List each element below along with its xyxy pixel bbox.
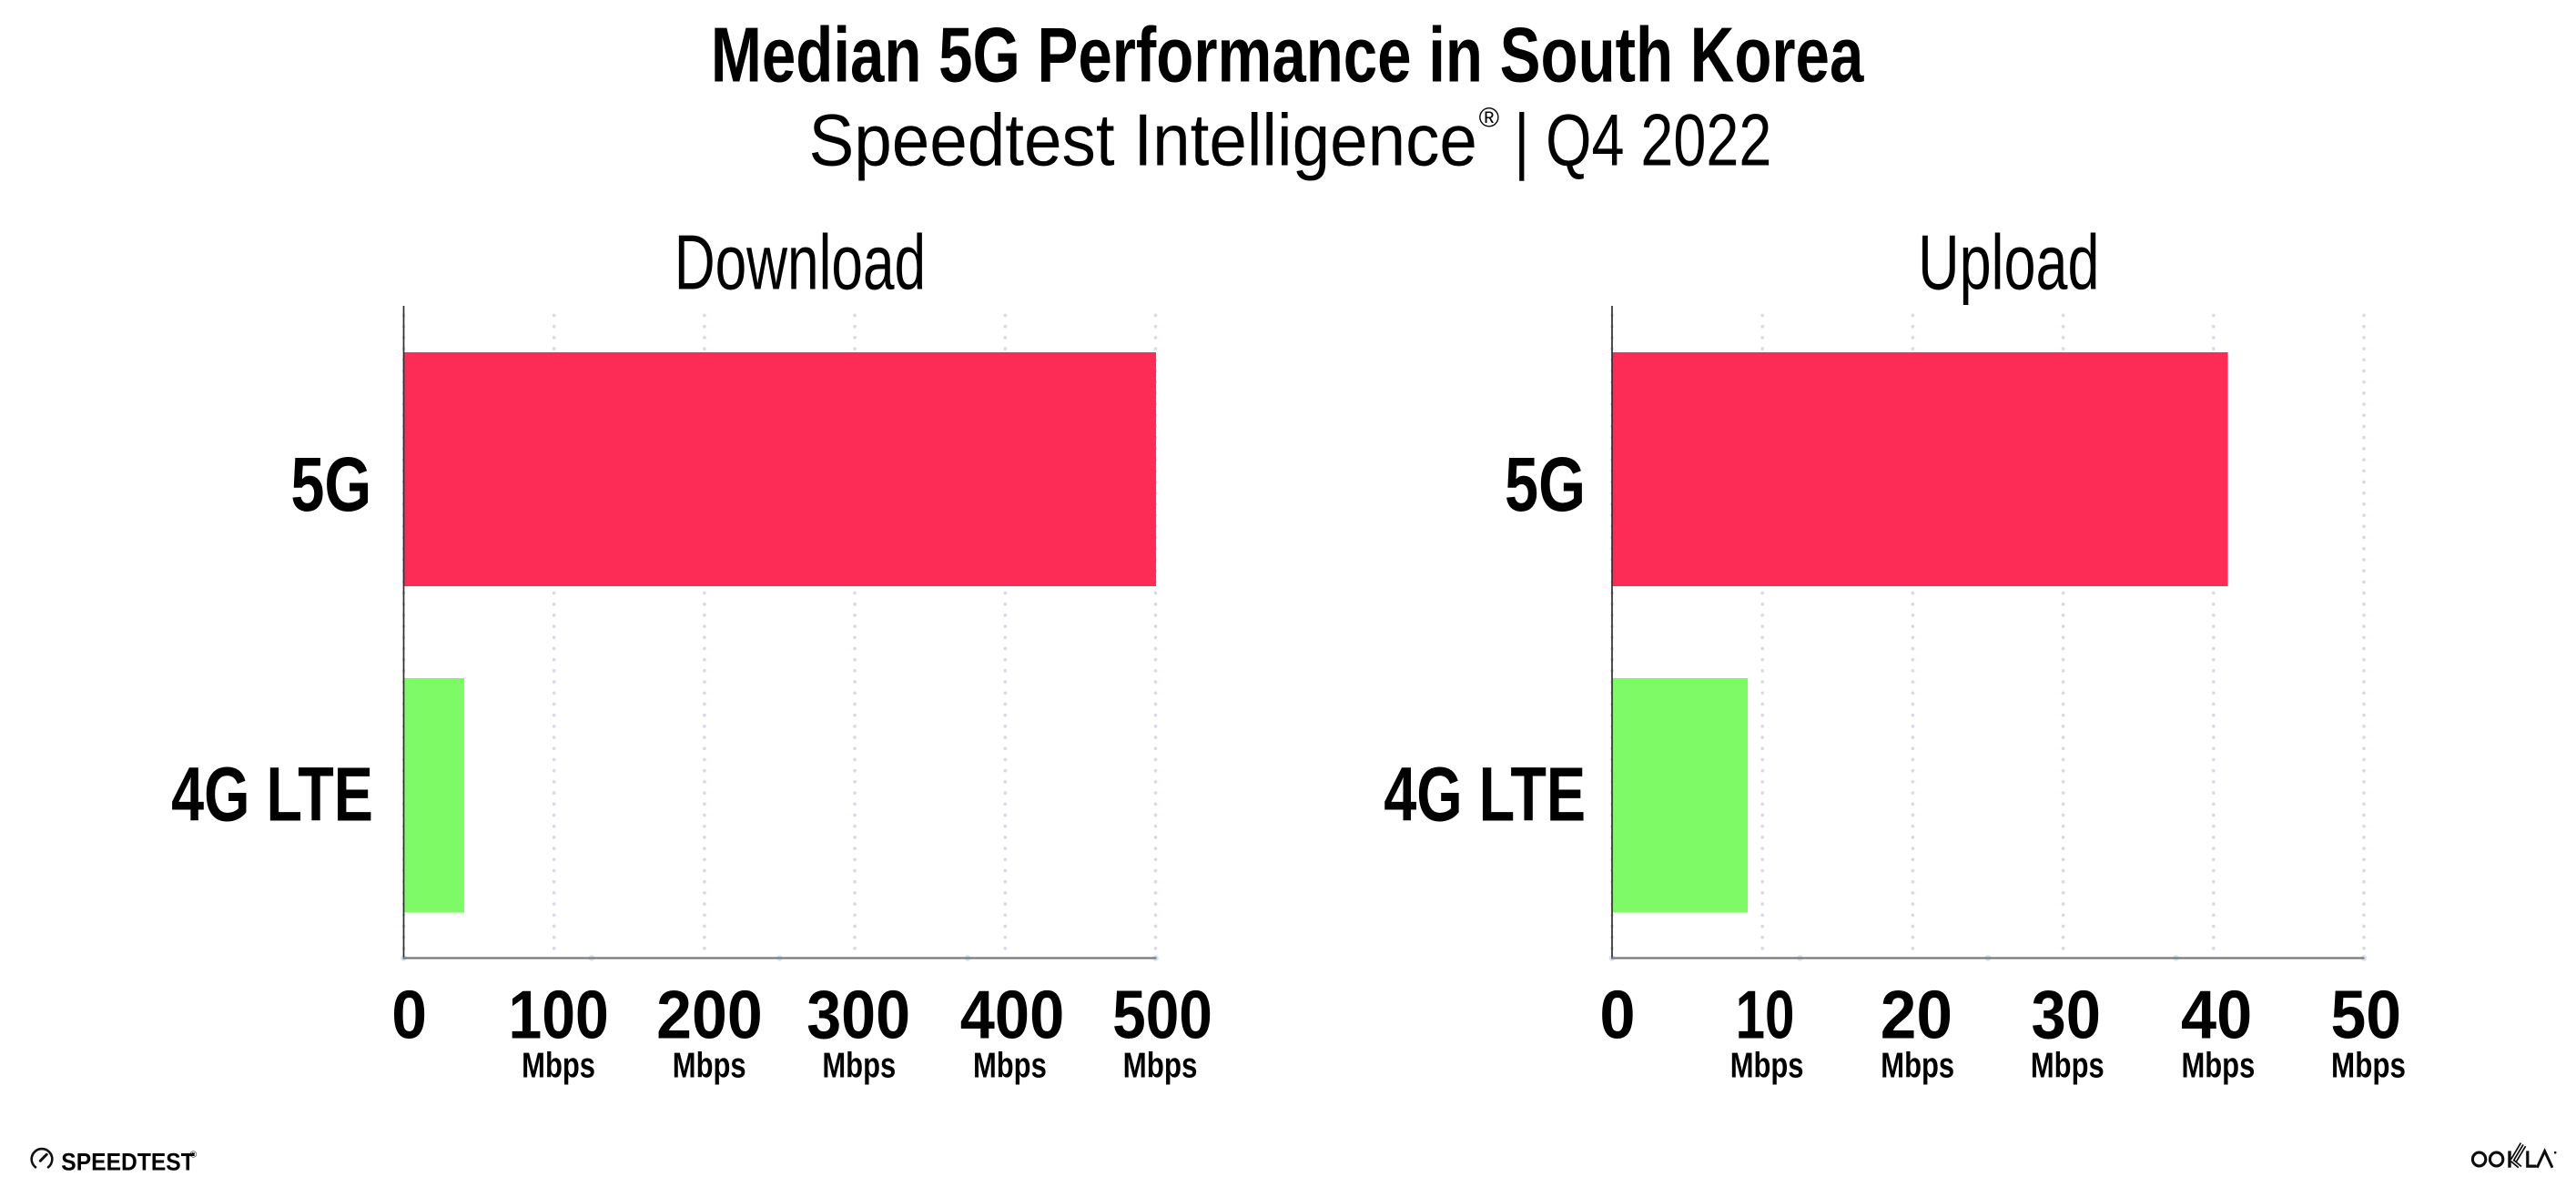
svg-text:®: ®: [1479, 102, 1499, 133]
svg-text:5G: 5G: [1505, 442, 1586, 528]
svg-text:200: 200: [656, 977, 763, 1053]
svg-text:Mbps: Mbps: [2031, 1046, 2104, 1085]
svg-text:Speedtest Intelligence: Speedtest Intelligence: [808, 98, 1476, 182]
svg-text:20: 20: [1881, 978, 1952, 1053]
svg-text:4G LTE: 4G LTE: [171, 751, 373, 837]
svg-text:0: 0: [1599, 977, 1635, 1052]
svg-text:Mbps: Mbps: [2331, 1047, 2406, 1086]
svg-text:500: 500: [1112, 976, 1212, 1052]
svg-text:SPEEDTEST: SPEEDTEST: [61, 1150, 195, 1176]
svg-text:Mbps: Mbps: [973, 1046, 1047, 1085]
svg-text:Mbps: Mbps: [1123, 1047, 1198, 1086]
svg-text:®: ®: [190, 1150, 198, 1161]
svg-text:Mbps: Mbps: [2181, 1046, 2255, 1085]
svg-text:400: 400: [960, 978, 1064, 1053]
svg-text:Mbps: Mbps: [673, 1046, 746, 1085]
svg-text:Mbps: Mbps: [1730, 1046, 1804, 1085]
svg-text:Download: Download: [674, 219, 926, 306]
svg-text:10: 10: [1736, 977, 1795, 1053]
svg-text:Upload: Upload: [1918, 218, 2099, 306]
svg-text:30: 30: [2031, 978, 2100, 1053]
svg-text:Median 5G Performance in South: Median 5G Performance in South Korea: [711, 13, 1865, 98]
svg-text:Mbps: Mbps: [822, 1046, 896, 1085]
svg-text:| Q4 2022: | Q4 2022: [1514, 98, 1771, 181]
svg-text:Mbps: Mbps: [522, 1046, 595, 1085]
svg-text:4G LTE: 4G LTE: [1384, 751, 1586, 837]
svg-text:100: 100: [508, 977, 608, 1053]
svg-text:300: 300: [806, 977, 910, 1053]
svg-text:5G: 5G: [290, 442, 371, 528]
svg-text:50: 50: [2330, 977, 2401, 1053]
svg-text:Mbps: Mbps: [1881, 1046, 1954, 1085]
svg-text:0: 0: [391, 977, 427, 1053]
svg-text:40: 40: [2181, 977, 2252, 1053]
